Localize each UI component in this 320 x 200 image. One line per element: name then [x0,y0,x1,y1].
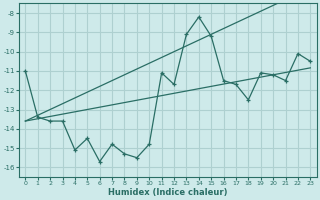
X-axis label: Humidex (Indice chaleur): Humidex (Indice chaleur) [108,188,228,197]
